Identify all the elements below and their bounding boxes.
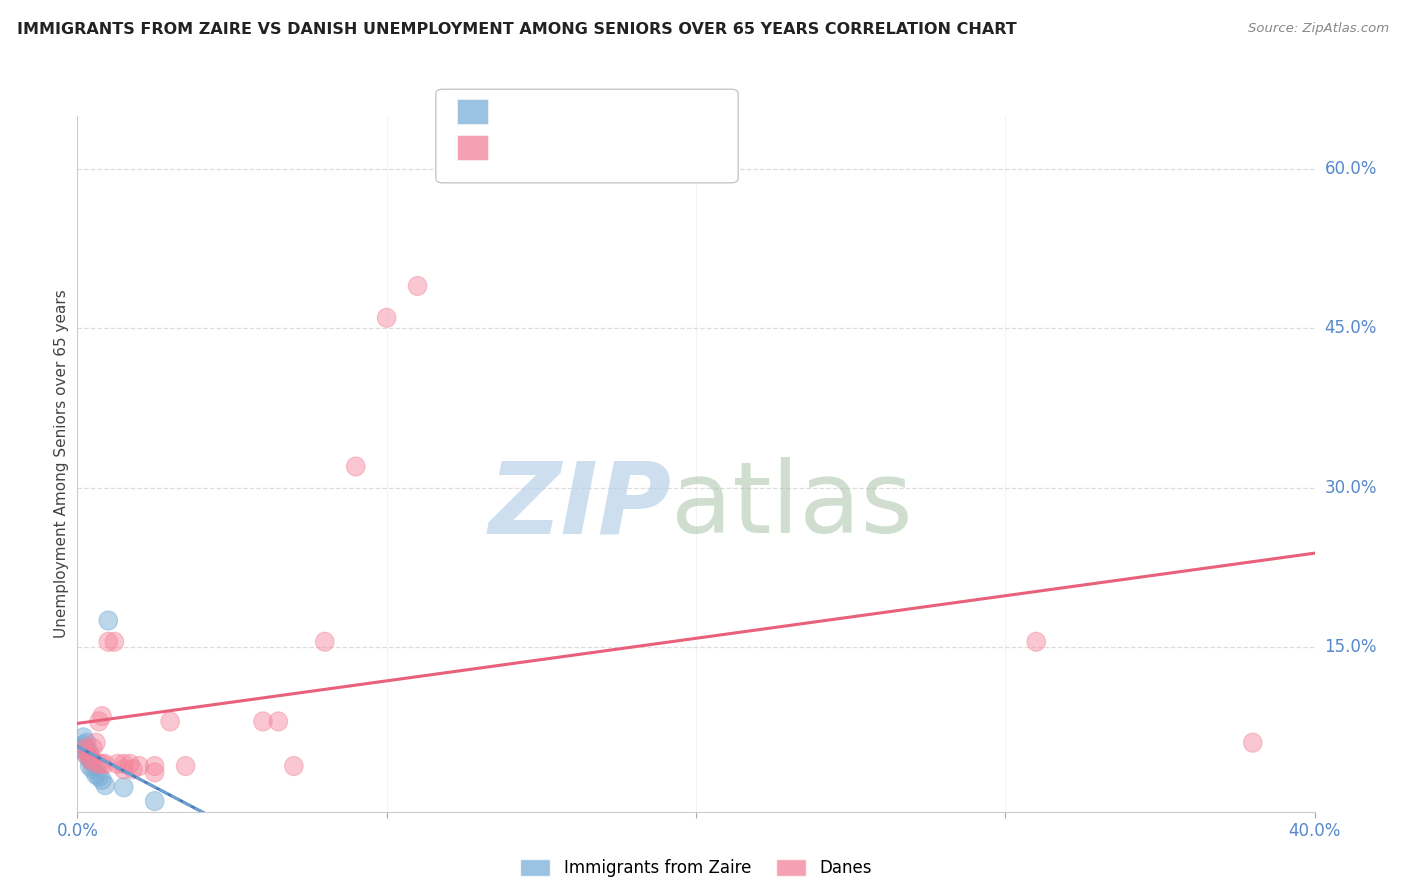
Ellipse shape bbox=[269, 712, 288, 731]
Ellipse shape bbox=[377, 309, 396, 327]
Ellipse shape bbox=[160, 712, 180, 731]
Ellipse shape bbox=[87, 733, 105, 752]
Ellipse shape bbox=[284, 756, 304, 776]
Ellipse shape bbox=[114, 778, 134, 797]
Ellipse shape bbox=[72, 739, 90, 757]
Ellipse shape bbox=[105, 632, 124, 651]
Text: Source: ZipAtlas.com: Source: ZipAtlas.com bbox=[1249, 22, 1389, 36]
Y-axis label: Unemployment Among Seniors over 65 years: Unemployment Among Seniors over 65 years bbox=[53, 290, 69, 638]
Ellipse shape bbox=[93, 755, 111, 773]
Ellipse shape bbox=[83, 752, 103, 772]
Ellipse shape bbox=[90, 767, 108, 786]
Text: 33: 33 bbox=[640, 140, 661, 154]
Text: 15.0%: 15.0% bbox=[1324, 638, 1376, 657]
Text: IMMIGRANTS FROM ZAIRE VS DANISH UNEMPLOYMENT AMONG SENIORS OVER 65 YEARS CORRELA: IMMIGRANTS FROM ZAIRE VS DANISH UNEMPLOY… bbox=[17, 22, 1017, 37]
Ellipse shape bbox=[80, 744, 98, 763]
Ellipse shape bbox=[145, 791, 165, 811]
Ellipse shape bbox=[121, 755, 139, 773]
Ellipse shape bbox=[145, 756, 165, 776]
Ellipse shape bbox=[87, 756, 105, 776]
Ellipse shape bbox=[114, 760, 134, 779]
Text: 60.0%: 60.0% bbox=[1324, 160, 1376, 178]
Ellipse shape bbox=[75, 741, 93, 761]
Ellipse shape bbox=[1026, 632, 1046, 651]
Text: atlas: atlas bbox=[671, 457, 912, 554]
Text: R =: R = bbox=[499, 104, 533, 119]
Ellipse shape bbox=[98, 611, 118, 630]
Ellipse shape bbox=[90, 712, 108, 731]
Ellipse shape bbox=[96, 776, 114, 795]
Text: N =: N = bbox=[600, 104, 644, 119]
Text: -0.104: -0.104 bbox=[533, 104, 588, 119]
Ellipse shape bbox=[75, 728, 93, 747]
Ellipse shape bbox=[93, 706, 111, 726]
Ellipse shape bbox=[80, 756, 98, 776]
Ellipse shape bbox=[1243, 733, 1263, 752]
Ellipse shape bbox=[80, 746, 98, 765]
Ellipse shape bbox=[87, 765, 105, 784]
Ellipse shape bbox=[80, 749, 98, 768]
Ellipse shape bbox=[93, 771, 111, 789]
Text: 30.0%: 30.0% bbox=[1324, 479, 1376, 497]
Text: R =: R = bbox=[499, 140, 533, 154]
Ellipse shape bbox=[114, 755, 134, 773]
Text: ZIP: ZIP bbox=[488, 457, 671, 554]
Legend: Immigrants from Zaire, Danes: Immigrants from Zaire, Danes bbox=[513, 852, 879, 883]
Ellipse shape bbox=[77, 733, 96, 752]
Ellipse shape bbox=[83, 760, 103, 779]
Text: N =: N = bbox=[600, 140, 644, 154]
Text: 45.0%: 45.0% bbox=[1324, 319, 1376, 337]
Text: 0.276: 0.276 bbox=[533, 140, 586, 154]
Ellipse shape bbox=[77, 741, 96, 761]
Ellipse shape bbox=[90, 755, 108, 773]
Ellipse shape bbox=[83, 752, 103, 772]
Ellipse shape bbox=[346, 457, 366, 476]
Ellipse shape bbox=[315, 632, 335, 651]
Ellipse shape bbox=[124, 760, 142, 779]
Ellipse shape bbox=[75, 735, 93, 755]
Ellipse shape bbox=[98, 632, 118, 651]
Ellipse shape bbox=[408, 277, 427, 295]
Ellipse shape bbox=[253, 712, 273, 731]
Ellipse shape bbox=[176, 756, 195, 776]
Text: 19: 19 bbox=[640, 104, 661, 119]
Ellipse shape bbox=[83, 739, 103, 757]
Ellipse shape bbox=[96, 755, 114, 773]
Ellipse shape bbox=[145, 763, 165, 782]
Ellipse shape bbox=[129, 756, 149, 776]
Ellipse shape bbox=[77, 746, 96, 765]
Ellipse shape bbox=[80, 750, 98, 769]
Ellipse shape bbox=[77, 739, 96, 757]
Ellipse shape bbox=[108, 755, 127, 773]
